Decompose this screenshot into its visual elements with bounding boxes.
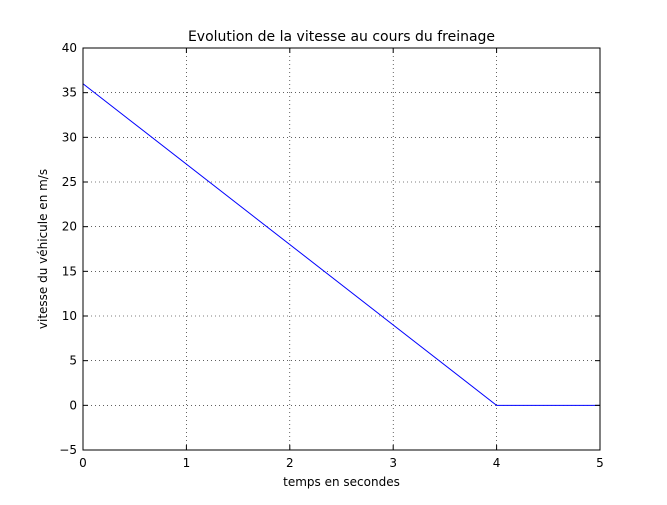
grid xyxy=(83,48,600,450)
y-tick-label: 20 xyxy=(62,220,77,234)
y-tick-label: 25 xyxy=(62,175,77,189)
x-tick-label: 0 xyxy=(79,456,87,470)
y-tick-label: 5 xyxy=(69,354,77,368)
y-tick-label: 15 xyxy=(62,264,77,278)
x-tick-label: 2 xyxy=(286,456,294,470)
y-tick-label: 10 xyxy=(62,309,77,323)
chart-title: Evolution de la vitesse au cours du frei… xyxy=(188,29,495,45)
x-tick-label: 1 xyxy=(183,456,191,470)
y-tick-label: 0 xyxy=(69,398,77,412)
x-tick-label: 3 xyxy=(389,456,397,470)
series-line xyxy=(82,83,600,406)
y-tick-label: −5 xyxy=(59,443,77,457)
y-axis-title: vitesse du véhicule en m/s xyxy=(36,169,50,329)
x-tick-label: 5 xyxy=(596,456,604,470)
y-tick-label: 35 xyxy=(62,86,77,100)
plot-frame xyxy=(82,47,601,451)
y-tick-label: 30 xyxy=(62,130,77,144)
x-tick-label: 4 xyxy=(493,456,501,470)
series-layer xyxy=(82,83,600,406)
x-axis-title: temps en secondes xyxy=(283,475,400,489)
y-tick-label: 40 xyxy=(62,41,77,55)
ticks xyxy=(82,47,601,451)
